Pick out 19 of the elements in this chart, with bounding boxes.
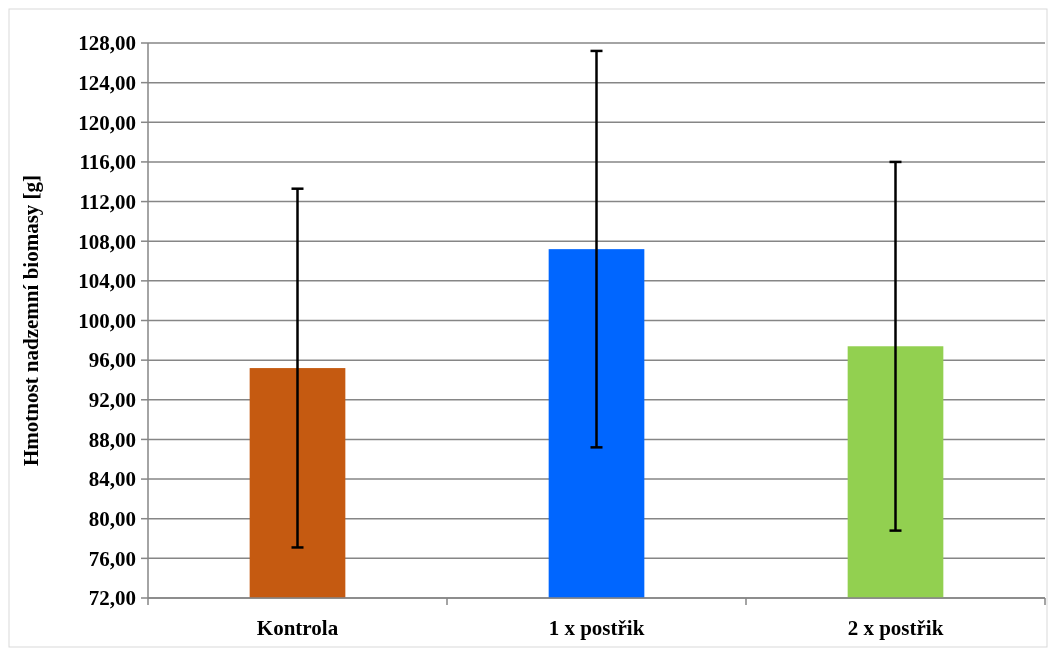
y-tick-label: 120,00 <box>78 110 136 135</box>
y-tick-label: 124,00 <box>78 70 136 95</box>
y-tick-label: 96,00 <box>88 348 136 373</box>
y-tick-label: 116,00 <box>79 150 136 175</box>
y-tick-label: 100,00 <box>78 308 136 333</box>
y-tick-label: 84,00 <box>88 467 136 492</box>
x-tick-label: 1 x postřik <box>548 616 645 640</box>
y-tick-label: 112,00 <box>79 189 136 214</box>
y-tick-label: 72,00 <box>88 586 136 611</box>
y-tick-label: 128,00 <box>78 31 136 56</box>
y-tick-label: 80,00 <box>88 507 136 532</box>
y-tick-label: 88,00 <box>88 427 136 452</box>
y-tick-label: 76,00 <box>88 546 136 571</box>
y-tick-label: 108,00 <box>78 229 136 254</box>
x-tick-label: Kontrola <box>256 616 339 640</box>
x-tick-label: 2 x postřik <box>847 616 944 640</box>
y-tick-label: 92,00 <box>88 388 136 413</box>
y-axis-title: Hmotnost nadzemní biomasy [g] <box>19 174 43 467</box>
y-tick-label: 104,00 <box>78 269 136 294</box>
